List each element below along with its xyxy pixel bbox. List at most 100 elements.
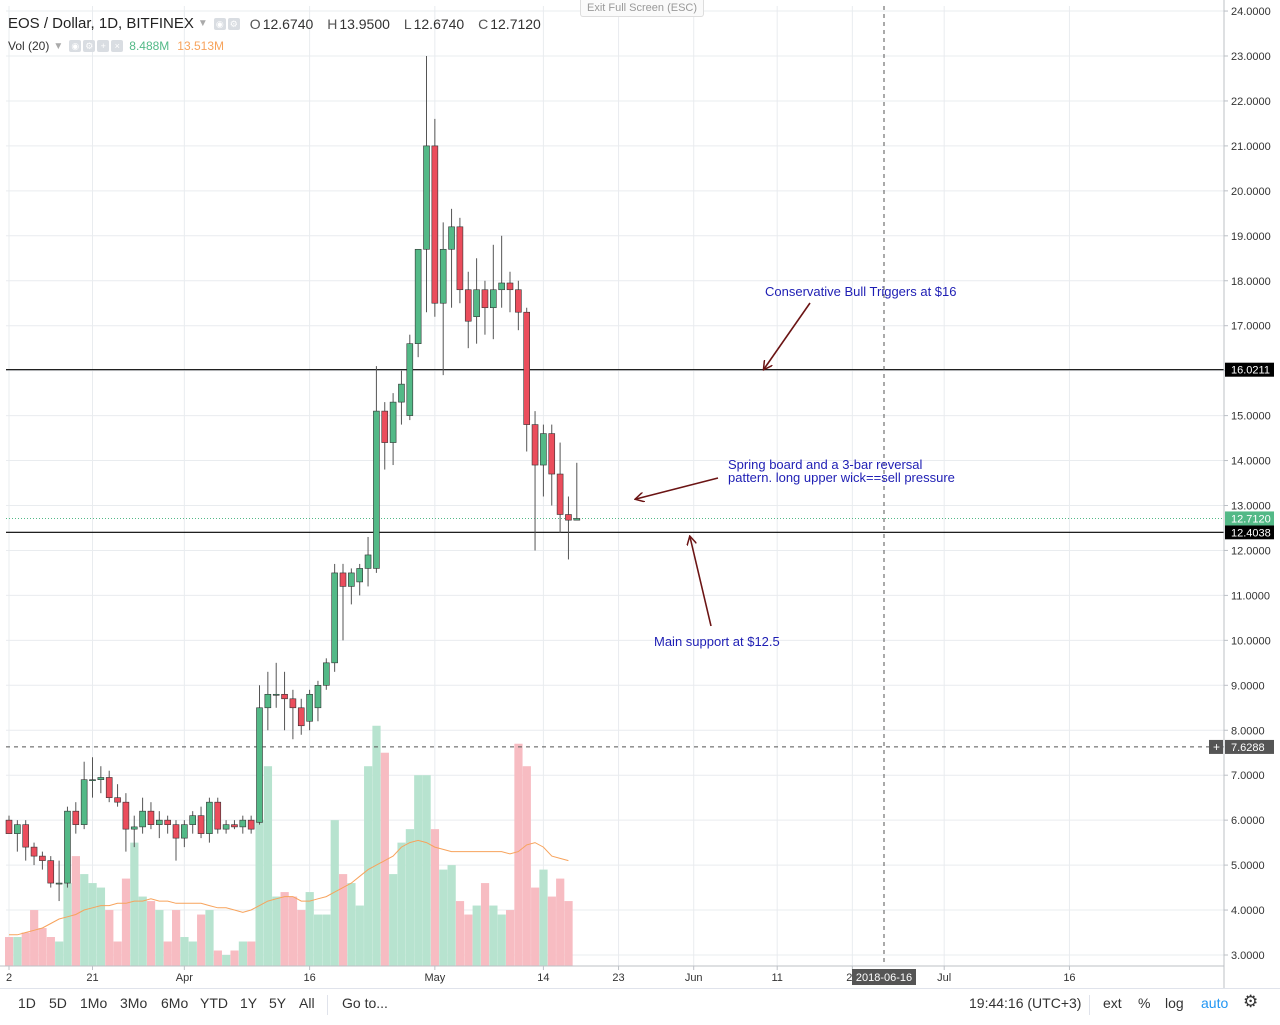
range-3mo[interactable]: 3Mo <box>120 995 148 1011</box>
candle[interactable] <box>540 424 547 497</box>
candle[interactable] <box>431 118 439 317</box>
annotation-arrow[interactable] <box>636 477 719 499</box>
candle[interactable] <box>139 797 146 834</box>
candle[interactable] <box>256 685 263 825</box>
candle[interactable] <box>464 271 472 349</box>
range-5y[interactable]: 5Y <box>269 995 287 1011</box>
candle[interactable] <box>506 271 514 313</box>
candle[interactable] <box>172 820 180 861</box>
candle[interactable] <box>181 820 188 848</box>
range-1mo[interactable]: 1Mo <box>80 995 108 1011</box>
candle[interactable] <box>423 56 430 313</box>
volume-indicator-label[interactable]: Vol (20) <box>8 39 50 53</box>
candle[interactable] <box>247 815 255 834</box>
percent-toggle[interactable]: % <box>1138 995 1151 1011</box>
price-levels[interactable] <box>6 6 1224 966</box>
plus-icon[interactable]: + <box>97 40 110 52</box>
candle[interactable] <box>348 568 355 605</box>
candle[interactable] <box>373 366 380 573</box>
annotation-text[interactable]: Main support at $12.5 <box>654 634 780 649</box>
candle[interactable] <box>72 802 80 834</box>
price-axis[interactable]: 3.0000 4.0000 5.0000 6.0000 7.0000 8.0000 9.00… <box>0 0 1274 988</box>
candle[interactable] <box>147 802 155 830</box>
range-6mo[interactable]: 6Mo <box>161 995 189 1011</box>
candle[interactable] <box>189 811 196 834</box>
candle[interactable] <box>414 248 422 358</box>
candle[interactable] <box>322 658 330 690</box>
candle[interactable] <box>498 235 505 308</box>
candle[interactable] <box>231 820 238 830</box>
close-icon[interactable]: × <box>111 40 124 52</box>
candle[interactable] <box>89 757 96 798</box>
annotation-arrow[interactable] <box>690 537 712 627</box>
candle[interactable] <box>556 442 564 533</box>
goto-button[interactable]: Go to... <box>342 995 388 1011</box>
candle[interactable] <box>314 680 322 722</box>
candle[interactable] <box>439 222 447 376</box>
symbol-title[interactable]: EOS / Dollar, 1D, BITFINEX <box>8 15 194 32</box>
candle[interactable] <box>297 698 305 735</box>
candle[interactable] <box>473 258 480 344</box>
candle[interactable] <box>381 402 389 470</box>
range-all[interactable]: All <box>299 995 315 1011</box>
range-1d[interactable]: 1D <box>18 995 36 1011</box>
candle[interactable] <box>5 815 13 834</box>
time-axis[interactable]: 221Apr16May1423Jun1120Jul162018-06-16 <box>6 966 1076 985</box>
candle[interactable] <box>406 334 414 421</box>
candle[interactable] <box>30 842 38 866</box>
gear-icon[interactable]: ⚙ <box>83 40 96 52</box>
candle[interactable] <box>398 370 405 425</box>
candle[interactable] <box>489 244 497 340</box>
candle[interactable] <box>105 770 113 803</box>
candle[interactable] <box>39 851 46 870</box>
price-level-label[interactable]: +7.6288 <box>1209 739 1274 754</box>
eye-icon[interactable]: ◉ <box>213 17 226 30</box>
candle[interactable] <box>114 784 121 807</box>
annotation-text[interactable]: Conservative Bull Triggers at $16 <box>765 284 956 299</box>
candle[interactable] <box>214 797 222 834</box>
eye-icon[interactable]: ◉ <box>69 40 82 52</box>
candle[interactable] <box>565 496 572 560</box>
candle[interactable] <box>80 761 88 830</box>
range-5d[interactable]: 5D <box>49 995 67 1011</box>
candle[interactable] <box>306 689 313 731</box>
candle[interactable] <box>197 806 205 839</box>
candle[interactable] <box>272 662 280 708</box>
candle[interactable] <box>364 536 372 587</box>
price-level-label[interactable]: 12.7120 <box>1225 511 1274 525</box>
price-level-label[interactable]: 16.0211 <box>1225 362 1274 377</box>
candle[interactable] <box>481 280 489 335</box>
candle[interactable] <box>523 307 531 452</box>
candle[interactable] <box>448 208 455 308</box>
candle[interactable] <box>331 563 338 672</box>
candle[interactable] <box>222 820 230 834</box>
candles[interactable] <box>5 56 581 902</box>
log-toggle[interactable]: log <box>1165 995 1184 1011</box>
candle[interactable] <box>531 411 539 551</box>
annotation-arrow[interactable] <box>764 302 811 369</box>
candle[interactable] <box>122 793 130 852</box>
candle[interactable] <box>130 815 138 848</box>
candle[interactable] <box>281 671 288 731</box>
candle[interactable] <box>264 671 272 731</box>
symbol-dropdown-icon[interactable]: ▼ <box>197 18 208 29</box>
range-ytd[interactable]: YTD <box>200 995 228 1011</box>
candle[interactable] <box>47 856 55 888</box>
candle[interactable] <box>55 860 63 902</box>
candle[interactable] <box>456 217 464 304</box>
candle[interactable] <box>515 280 522 331</box>
candle[interactable] <box>164 815 171 834</box>
candle[interactable] <box>289 689 297 740</box>
gear-icon[interactable]: ⚙ <box>227 17 240 30</box>
clock-readout[interactable]: 19:44:16 (UTC+3) <box>969 995 1082 1011</box>
gear-icon[interactable]: ⚙ <box>1243 992 1259 1011</box>
candle[interactable] <box>156 811 163 839</box>
candle[interactable] <box>97 766 105 794</box>
candle[interactable] <box>339 563 347 641</box>
candle[interactable] <box>22 820 30 861</box>
candle[interactable] <box>573 462 581 521</box>
range-1y[interactable]: 1Y <box>240 995 258 1011</box>
auto-toggle[interactable]: auto <box>1201 995 1229 1011</box>
exit-fullscreen-button[interactable]: Exit Full Screen (ESC) <box>580 0 705 17</box>
